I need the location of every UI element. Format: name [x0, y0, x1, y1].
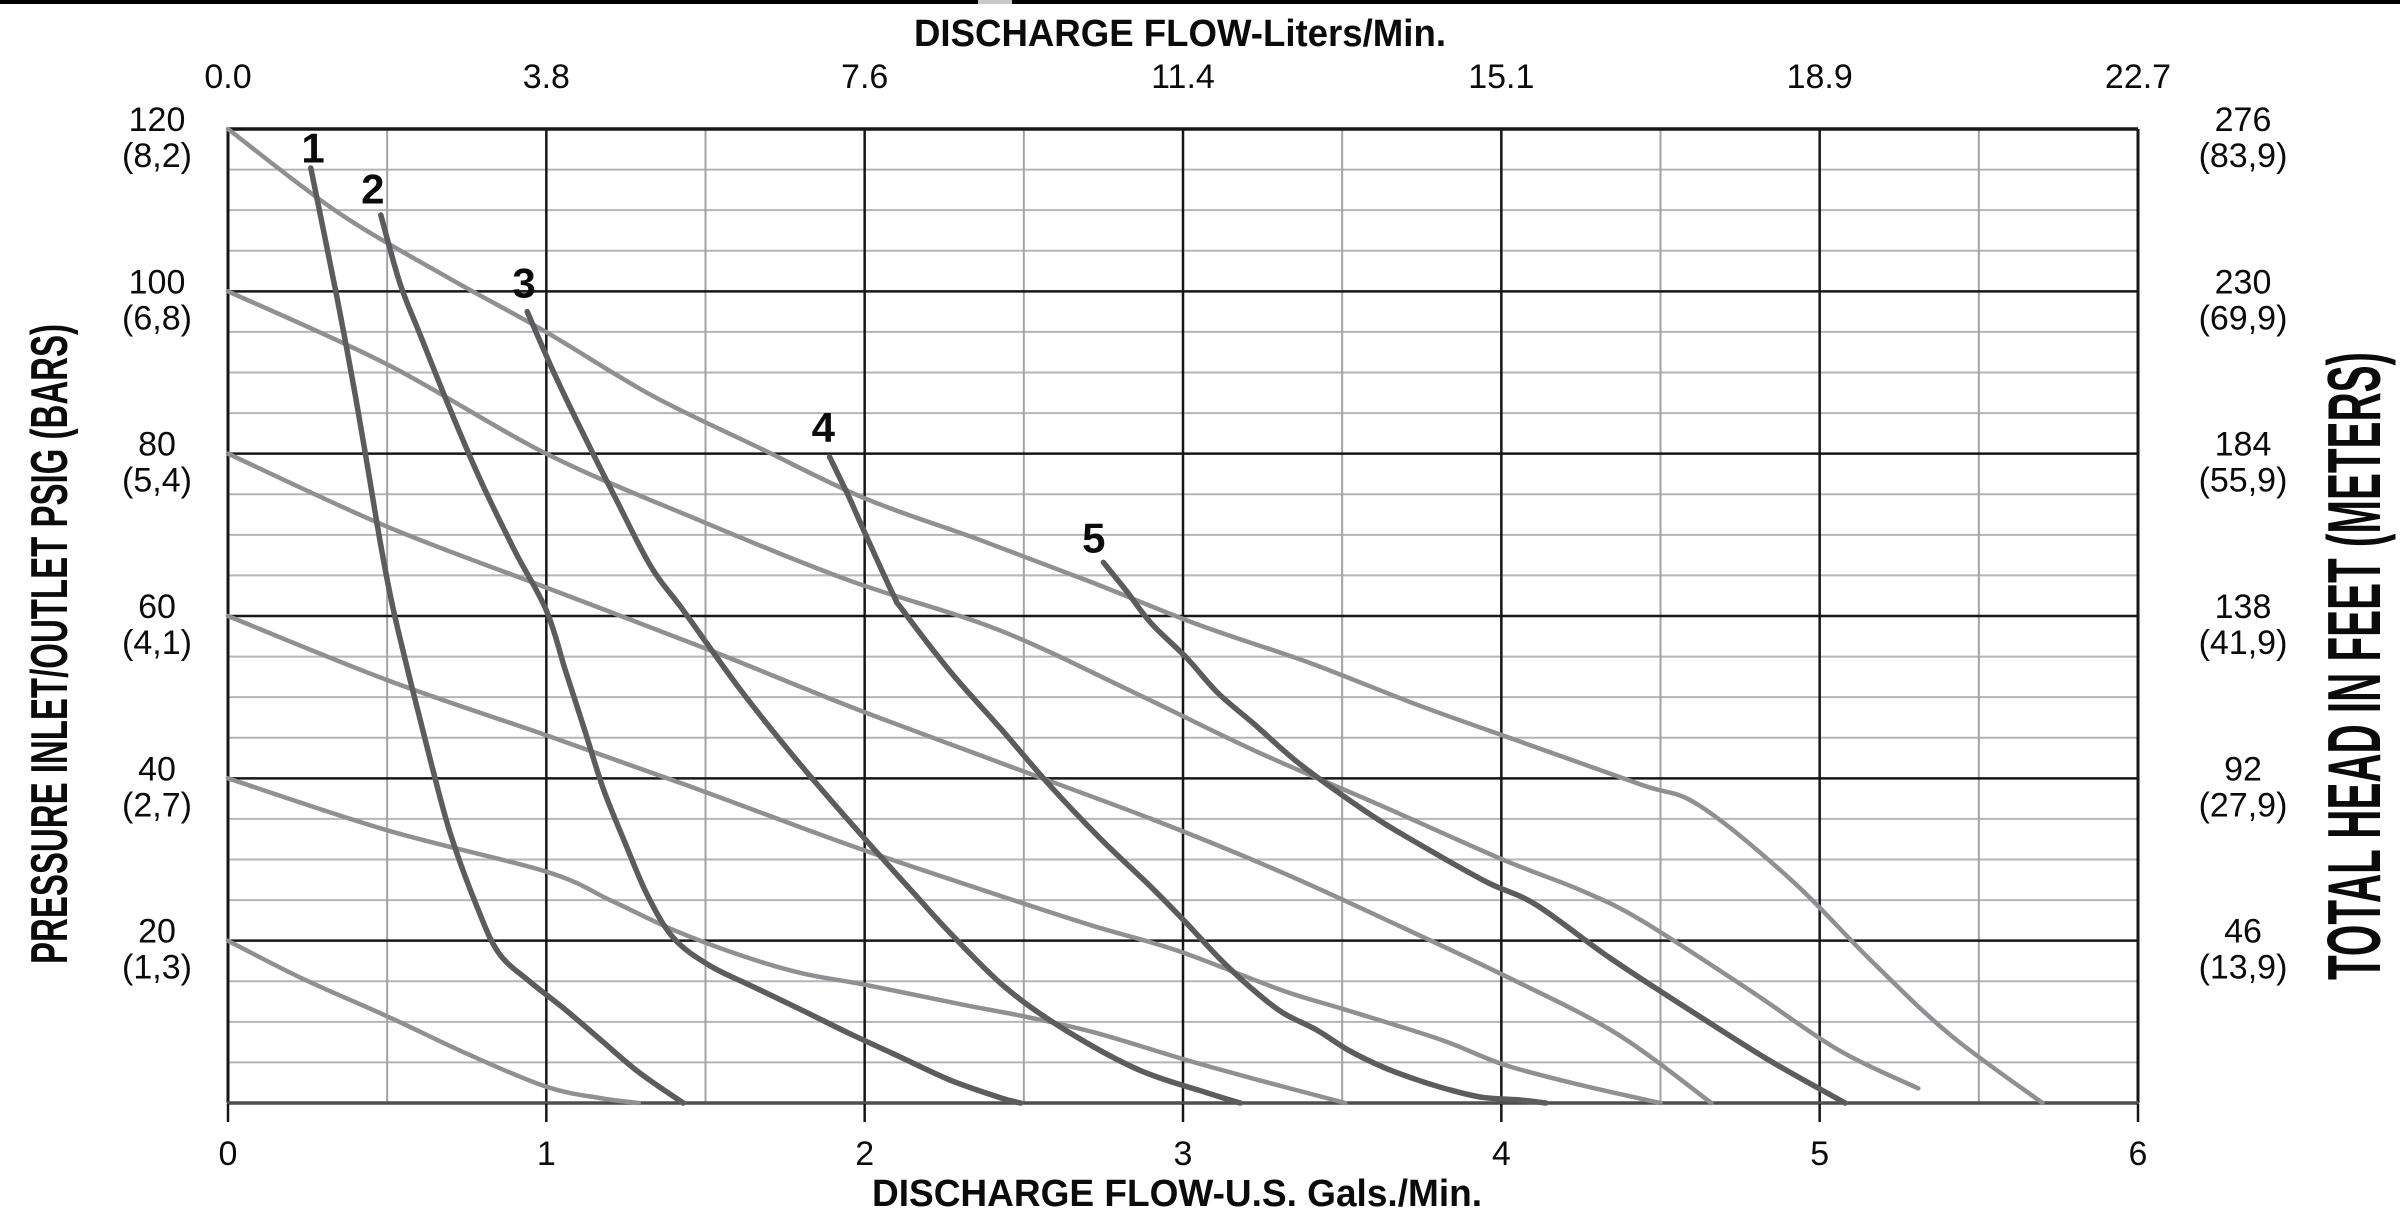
- right-tick-label: 230 (69,9): [2199, 263, 2288, 337]
- left-tick-label: 60 (4,1): [122, 588, 192, 662]
- left-tick-label: 40 (2,7): [122, 750, 192, 824]
- right-tick-label: 92 (27,9): [2199, 750, 2288, 824]
- bottom-axis-title: DISCHARGE FLOW-U.S. Gals./Min.: [872, 1173, 1482, 1215]
- top-tick-label: 18.9: [1787, 58, 1853, 96]
- bottom-tick-label: 0: [219, 1135, 238, 1173]
- right-tick-label: 46 (13,9): [2199, 913, 2288, 987]
- top-tick-label: 22.7: [2105, 58, 2171, 96]
- curves: [225, 126, 2045, 1106]
- top-tick-label: 3.8: [523, 58, 570, 96]
- left-tick-label: 120 (8,2): [122, 101, 192, 175]
- curve-numbered-curve-2: [378, 212, 1024, 1106]
- bottom-tick-label: 3: [1174, 1135, 1193, 1173]
- curve-pressure-curve-100psi: [225, 289, 1921, 1091]
- left-tick-label: 100 (6,8): [122, 263, 192, 337]
- curve-label-2: 2: [361, 165, 384, 212]
- curve-numbered-curve-1: [308, 165, 686, 1106]
- top-tick-label: 7.6: [841, 58, 888, 96]
- curve-pressure-curve-40psi: [225, 776, 1348, 1106]
- left-axis-title: PRESSURE INLET/OUTLET PSIG (BARS): [21, 324, 79, 964]
- left-tick-label: 80 (5,4): [122, 426, 192, 500]
- left-tick-label: 20 (1,3): [122, 913, 192, 987]
- curve-pressure-curve-80psi: [225, 451, 1714, 1106]
- curve-pressure-curve-20psi: [225, 938, 641, 1106]
- top-bar: [0, 0, 2400, 4]
- top-axis-title: DISCHARGE FLOW-Liters/Min.: [914, 13, 1446, 55]
- right-tick-label: 138 (41,9): [2199, 588, 2288, 662]
- curve-pressure-curve-60psi: [225, 613, 1663, 1106]
- curve-numbered-curve-3: [524, 308, 1244, 1106]
- curve-pressure-curve-120psi: [225, 126, 2045, 1106]
- top-tick-label: 15.1: [1468, 58, 1534, 96]
- curve-number-labels: 12 3 4 5: [301, 125, 1105, 562]
- right-axis-title: TOTAL HEAD IN FEET (METERS): [2312, 352, 2396, 980]
- bottom-tick-label: 2: [855, 1135, 874, 1173]
- bottom-tick-label: 6: [2129, 1135, 2148, 1173]
- top-edge-bar: [0, 0, 2400, 4]
- curve-numbered-curve-4: [826, 454, 1549, 1106]
- curve-numbered-curve-5: [1100, 559, 1848, 1106]
- bottom-tick-label: 5: [1810, 1135, 1829, 1173]
- top-tick-label: 0.0: [204, 58, 251, 96]
- bottom-tick-label: 1: [537, 1135, 556, 1173]
- right-tick-label: 184 (55,9): [2199, 426, 2288, 500]
- top-tick-label: 11.4: [1151, 58, 1215, 96]
- curve-label-4: 4: [812, 404, 836, 451]
- curve-label-3: 3: [512, 259, 535, 306]
- curve-label-5: 5: [1082, 514, 1105, 561]
- curve-label-1: 1: [301, 125, 324, 172]
- bottom-tick-label: 4: [1492, 1135, 1511, 1173]
- top-bar-gap: [978, 0, 1012, 4]
- right-tick-label: 276 (83,9): [2199, 101, 2288, 175]
